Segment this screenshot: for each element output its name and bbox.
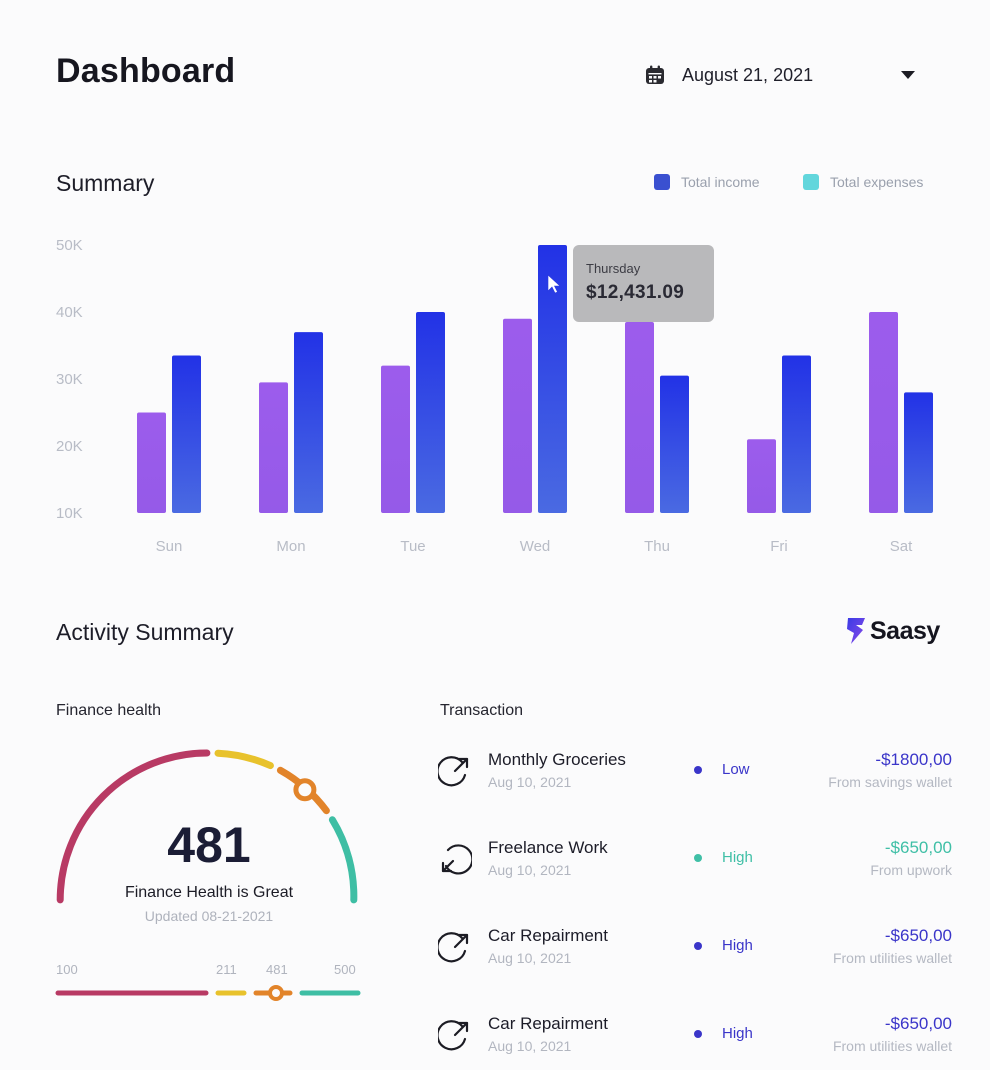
bar-blue-tue[interactable] (416, 312, 445, 513)
finance-health-updated: Updated 08-21-2021 (144, 908, 274, 924)
saasy-logo-icon (847, 618, 865, 644)
legend-swatch-income (654, 174, 670, 190)
transaction-source: From upwork (870, 862, 952, 878)
x-tick-label: Thu (644, 538, 670, 555)
bar-blue-sat[interactable] (904, 392, 933, 513)
cursor-icon (547, 274, 561, 294)
summary-bar-chart: 50K 40K 30K 20K 10K Sun Mon Tue Wed Thu Fri Sat (56, 237, 933, 555)
transaction-date: Aug 10, 2021 (488, 950, 572, 966)
gauge-segment-fair (214, 749, 274, 770)
date-picker[interactable]: August 21, 2021 (644, 58, 916, 92)
page-title: Dashboard (56, 52, 236, 90)
summary-title: Summary (56, 170, 155, 196)
bar-purple-thu[interactable] (625, 322, 654, 513)
priority-label: Low (722, 761, 750, 778)
priority-dot (694, 765, 702, 774)
transaction-name: Car Repairment (488, 1014, 608, 1033)
transaction-title: Transaction (440, 702, 523, 719)
transaction-amount: -$650,00 (884, 926, 952, 945)
bar-purple-tue[interactable] (381, 365, 410, 513)
x-tick-label: Fri (770, 538, 788, 555)
x-tick-label: Tue (400, 538, 425, 555)
chart-tooltip: Thursday $12,431.09 (573, 245, 714, 322)
date-picker-value: August 21, 2021 (682, 64, 814, 85)
finance-health-score: 481 (167, 817, 251, 873)
transaction-row[interactable]: Freelance Work Aug 10, 2021 High -$650,00 Fr… (436, 838, 956, 898)
transaction-name: Freelance Work (488, 838, 608, 857)
bar-blue-wed[interactable] (538, 245, 567, 513)
priority-dot (694, 853, 702, 862)
bar-purple-mon[interactable] (259, 382, 288, 513)
bar-purple-wed[interactable] (503, 318, 532, 513)
legend-item-income[interactable]: Total income (654, 174, 760, 190)
transaction-date: Aug 10, 2021 (488, 1038, 572, 1054)
range-tick-min: 100 (56, 962, 78, 977)
x-tick-label: Sat (890, 538, 913, 555)
chevron-down-icon[interactable] (900, 69, 916, 81)
finance-range-bar (55, 985, 361, 1001)
finance-health-caption: Finance Health is Great (124, 884, 294, 901)
y-tick-label: 20K (56, 438, 83, 455)
transaction-row[interactable]: Monthly Groceries Aug 10, 2021 Low -$1800,0… (436, 750, 956, 810)
y-tick-label: 40K (56, 304, 83, 321)
transaction-amount: -$1800,00 (875, 750, 952, 769)
transaction-source: From utilities wallet (832, 1038, 952, 1054)
transaction-priority: High (694, 937, 753, 954)
legend-label-income: Total income (681, 174, 760, 190)
arrow-out-icon (438, 1020, 469, 1051)
range-tick-current: 481 (266, 962, 288, 977)
transaction-name: Monthly Groceries (488, 750, 626, 769)
range-tick-fair: 211 (216, 962, 237, 977)
transaction-row[interactable]: Car Repairment Aug 10, 2021 High -$650,00 Fr… (436, 926, 956, 986)
transaction-date: Aug 10, 2021 (488, 774, 572, 790)
gauge-marker (293, 778, 317, 802)
gauge-segment-great (328, 816, 358, 904)
priority-dot (694, 1029, 702, 1038)
legend-swatch-expenses (803, 174, 819, 190)
y-tick-label: 30K (56, 371, 83, 388)
legend-item-expenses[interactable]: Total expenses (803, 174, 923, 190)
range-marker (268, 985, 284, 1001)
x-tick-label: Sun (156, 538, 183, 555)
finance-health-gauge (56, 749, 358, 904)
priority-dot (694, 941, 702, 950)
arrow-out-icon (438, 756, 469, 787)
bar-blue-mon[interactable] (294, 332, 323, 513)
transaction-source: From utilities wallet (832, 950, 952, 966)
y-tick-label: 50K (56, 237, 83, 254)
transaction-name: Car Repairment (488, 926, 608, 945)
priority-label: High (722, 1025, 753, 1042)
transaction-priority: Low (694, 761, 750, 778)
gauge-segment-poor (56, 749, 211, 904)
x-tick-label: Wed (520, 538, 551, 555)
arrow-out-icon (438, 932, 469, 963)
bar-purple-fri[interactable] (747, 439, 776, 513)
x-tick-label: Mon (276, 538, 305, 555)
transaction-amount: -$650,00 (884, 838, 952, 857)
transaction-row[interactable]: Car Repairment Aug 10, 2021 High -$650,00 Fr… (436, 1014, 956, 1070)
bar-blue-sun[interactable] (172, 355, 201, 513)
calendar-icon (646, 65, 664, 84)
bar-purple-sun[interactable] (137, 412, 166, 514)
priority-label: High (722, 937, 753, 954)
activity-summary-title: Activity Summary (56, 619, 234, 645)
bar-blue-thu[interactable] (660, 375, 689, 513)
transaction-priority: High (694, 849, 753, 866)
transaction-priority: High (694, 1025, 753, 1042)
tooltip-day: Thursday (586, 261, 641, 276)
arrow-in-icon (441, 844, 472, 875)
bar-blue-fri[interactable] (782, 355, 811, 513)
tooltip-value: $12,431.09 (586, 282, 685, 303)
transaction-date: Aug 10, 2021 (488, 862, 572, 878)
y-tick-label: 10K (56, 505, 83, 522)
range-tick-max: 500 (334, 962, 356, 977)
bar-purple-sat[interactable] (869, 312, 898, 513)
saasy-logo: Saasy (845, 616, 940, 646)
finance-health-title: Finance health (56, 702, 161, 719)
transaction-amount: -$650,00 (884, 1014, 952, 1033)
legend-label-expenses: Total expenses (830, 174, 924, 190)
saasy-logo-text: Saasy (870, 616, 940, 645)
priority-label: High (722, 849, 753, 866)
transaction-source: From savings wallet (828, 774, 952, 790)
